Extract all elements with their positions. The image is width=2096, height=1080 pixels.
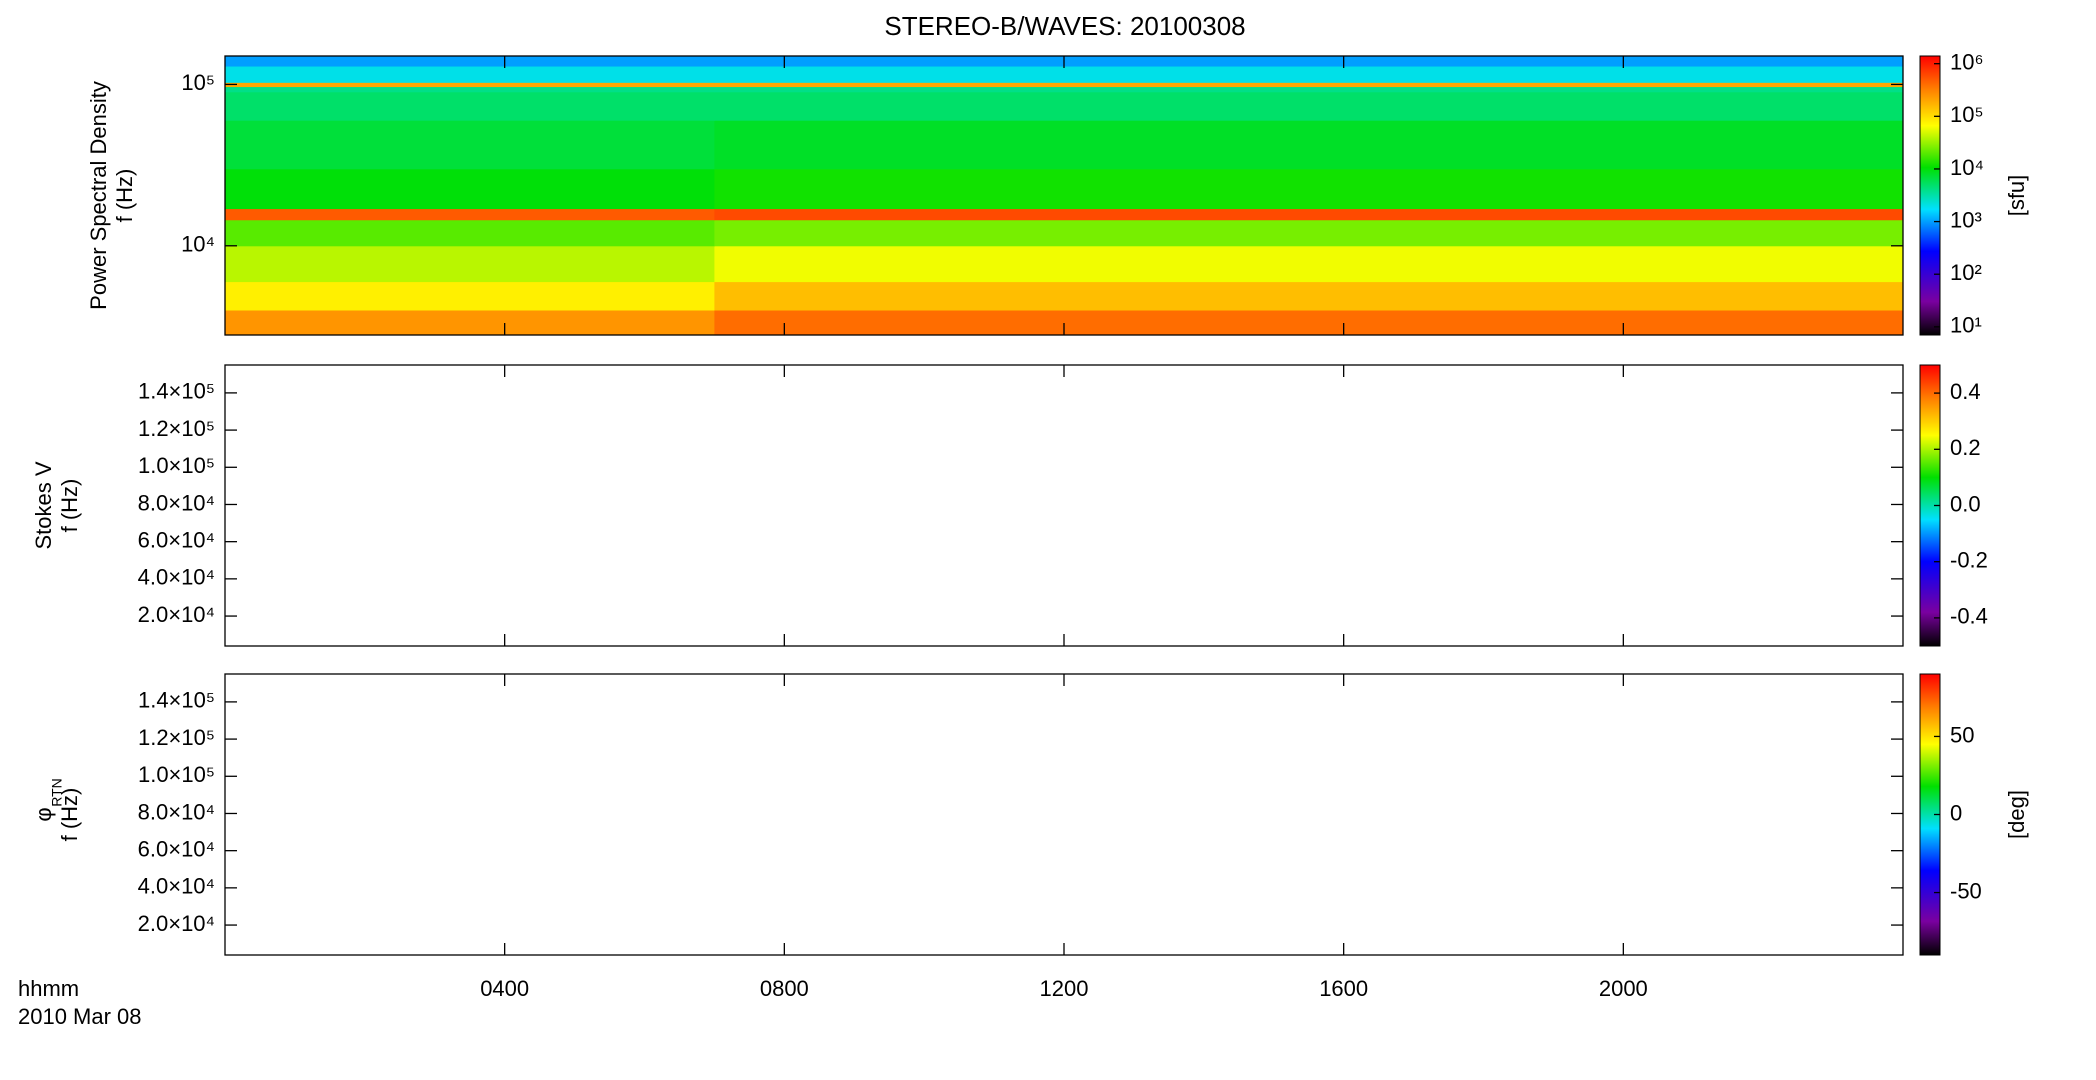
- heatmap-cell: [714, 219, 1904, 247]
- y-tick-label: 1.4×10⁵: [138, 379, 215, 404]
- heatmap-cell: [225, 91, 715, 121]
- y-tick-label: 1.4×10⁵: [138, 688, 215, 713]
- x-tick-label: 1200: [1040, 976, 1089, 1001]
- y-axis-label: f (Hz): [112, 169, 137, 223]
- y-axis-label: f (Hz): [57, 788, 82, 842]
- heatmap-cell: [225, 56, 715, 67]
- colorbar-label: [deg]: [2004, 790, 2029, 839]
- heatmap-cell: [225, 120, 715, 170]
- heatmap-cell: [714, 120, 1904, 170]
- colorbar-tick-label: 50: [1950, 722, 1974, 747]
- y-tick-label: 1.2×10⁵: [138, 725, 215, 750]
- y-tick-label: 2.0×10⁴: [138, 602, 215, 627]
- y-tick-label: 10⁵: [181, 70, 215, 95]
- colorbar-tick-label: 0: [1950, 800, 1962, 825]
- colorbar-tick-label: -0.4: [1950, 604, 1988, 629]
- colorbar-tick-label: 0.2: [1950, 435, 1981, 460]
- y-tick-label: 10⁴: [181, 232, 215, 257]
- y-tick-label: 1.2×10⁵: [138, 416, 215, 441]
- colorbar-tick-label: 10²: [1950, 260, 1982, 285]
- y-tick-label: 8.0×10⁴: [138, 490, 215, 515]
- heatmap-cell: [714, 310, 1904, 336]
- colorbar-tick-label: 10¹: [1950, 313, 1982, 338]
- y-tick-label: 4.0×10⁴: [138, 874, 215, 899]
- colorbar-tick-label: 10⁵: [1950, 102, 1984, 127]
- plot-frame: [224, 673, 1904, 956]
- x-tick-label: 0800: [760, 976, 809, 1001]
- heatmap-cell: [714, 281, 1904, 311]
- heatmap-cell: [225, 208, 715, 221]
- y-tick-label: 2.0×10⁴: [138, 911, 215, 936]
- heatmap-cell: [225, 310, 715, 336]
- y-tick-label: 1.0×10⁵: [138, 453, 215, 478]
- heatmap-cell: [225, 168, 715, 210]
- y-axis-label: Power Spectral Density: [86, 81, 111, 310]
- x-axis-label: 2010 Mar 08: [18, 1004, 142, 1029]
- heatmap-cell: [714, 208, 1904, 221]
- y-axis-label: f (Hz): [57, 479, 82, 533]
- colorbar-tick-label: -50: [1950, 878, 1982, 903]
- heatmap-cell: [225, 66, 715, 83]
- heatmap-cell: [714, 168, 1904, 210]
- heatmap-cell: [714, 245, 1904, 283]
- colorbar: [1919, 55, 1941, 336]
- y-tick-label: 1.0×10⁵: [138, 762, 215, 787]
- colorbar-tick-label: 10⁶: [1950, 50, 1984, 75]
- x-tick-label: 2000: [1599, 976, 1648, 1001]
- heatmap-cell: [714, 66, 1904, 83]
- y-tick-label: 6.0×10⁴: [138, 527, 215, 552]
- chart-title: STEREO-B/WAVES: 20100308: [884, 11, 1245, 41]
- x-tick-label: 0400: [480, 976, 529, 1001]
- colorbar-tick-label: -0.2: [1950, 548, 1988, 573]
- plot-frame: [224, 364, 1904, 647]
- y-tick-label: 4.0×10⁴: [138, 565, 215, 590]
- heatmap-cell: [225, 82, 715, 88]
- y-tick-label: 8.0×10⁴: [138, 799, 215, 824]
- colorbar-tick-label: 0.4: [1950, 379, 1981, 404]
- heatmap-cell: [225, 245, 715, 283]
- heatmap-cell: [714, 56, 1904, 67]
- colorbar-label: [sfu]: [2004, 175, 2029, 217]
- heatmap-cell: [225, 281, 715, 311]
- heatmap-cell: [714, 82, 1904, 88]
- heatmap-cell: [714, 91, 1904, 121]
- x-axis-label: hhmm: [18, 976, 79, 1001]
- x-tick-label: 1600: [1319, 976, 1368, 1001]
- colorbar-tick-label: 10⁴: [1950, 155, 1984, 180]
- y-axis-label: Stokes V: [31, 461, 56, 549]
- colorbar-tick-label: 0.0: [1950, 491, 1981, 516]
- y-axis-label-sub: RTN: [49, 778, 65, 807]
- heatmap-cell: [225, 86, 715, 93]
- y-tick-label: 6.0×10⁴: [138, 836, 215, 861]
- y-axis-label: φ: [31, 807, 56, 821]
- colorbar-tick-label: 10³: [1950, 207, 1982, 232]
- heatmap-cell: [225, 219, 715, 247]
- heatmap-cell: [714, 86, 1904, 93]
